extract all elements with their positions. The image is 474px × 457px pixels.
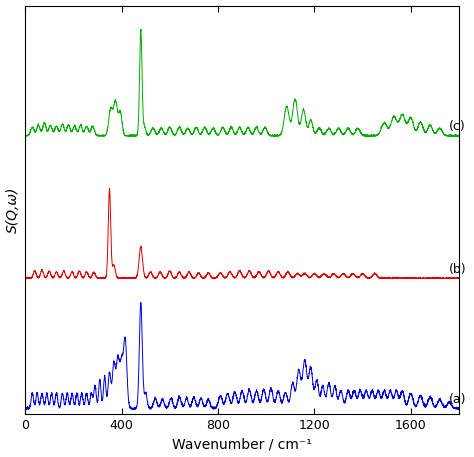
X-axis label: Wavenumber / cm⁻¹: Wavenumber / cm⁻¹ [172,437,312,452]
Text: (b): (b) [449,263,467,276]
Y-axis label: S(Q,ω): S(Q,ω) [6,186,19,233]
Text: (a): (a) [449,393,467,406]
Text: (c): (c) [449,120,466,133]
